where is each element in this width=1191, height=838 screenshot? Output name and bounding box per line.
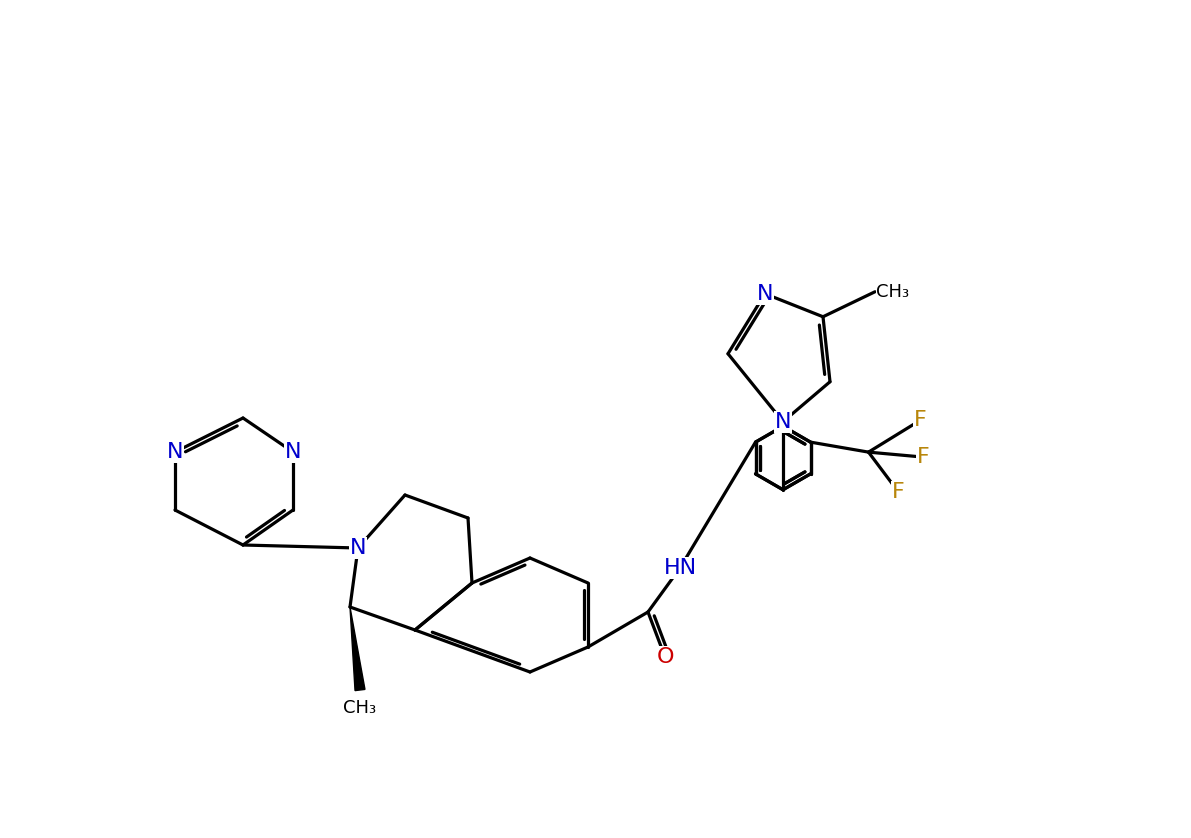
Text: N: N (775, 411, 791, 432)
Text: N: N (756, 284, 773, 303)
Text: CH₃: CH₃ (877, 282, 910, 301)
Text: N: N (167, 442, 183, 462)
Text: CH₃: CH₃ (343, 699, 376, 717)
Text: N: N (285, 442, 301, 462)
Text: O: O (656, 647, 674, 667)
Text: N: N (350, 538, 367, 558)
Polygon shape (350, 607, 364, 691)
Text: HN: HN (663, 558, 697, 578)
Text: F: F (892, 482, 905, 502)
Text: F: F (917, 447, 930, 467)
Text: F: F (915, 410, 927, 430)
